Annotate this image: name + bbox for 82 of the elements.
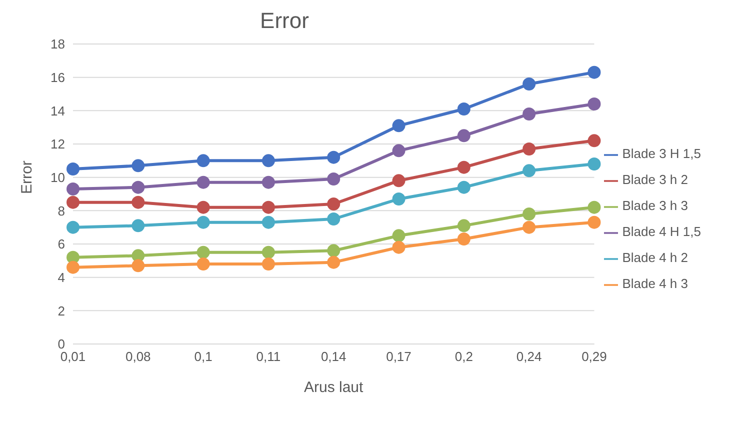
- point: [132, 180, 145, 194]
- y-tick-label: 16: [50, 70, 65, 85]
- point: [327, 244, 340, 258]
- point: [66, 196, 80, 209]
- point: [457, 129, 470, 142]
- point: [588, 158, 601, 170]
- point: [522, 220, 536, 234]
- point: [522, 208, 536, 220]
- x-tick-label: 0,14: [320, 349, 346, 364]
- point: [196, 176, 210, 189]
- point: [588, 200, 601, 214]
- point: [66, 162, 80, 176]
- y-axis-title: Error: [18, 160, 36, 194]
- point: [66, 182, 80, 196]
- point: [132, 159, 145, 172]
- point: [262, 200, 275, 214]
- x-tick-label: 0,08: [125, 349, 151, 364]
- point: [588, 66, 601, 79]
- x-tick-label: 0,17: [386, 349, 412, 364]
- point: [132, 259, 145, 272]
- y-tick-label: 12: [50, 136, 65, 152]
- point: [196, 154, 210, 168]
- point: [196, 258, 210, 270]
- point: [66, 260, 80, 274]
- point: [392, 119, 406, 132]
- point: [457, 102, 470, 116]
- legend-label: Blade 3 h 3: [622, 198, 688, 213]
- point: [327, 150, 340, 164]
- x-tick-label: 0,2: [454, 349, 473, 364]
- point: [588, 216, 601, 229]
- point: [392, 192, 406, 206]
- point: [132, 219, 145, 232]
- legend-label: Blade 4 H 1,5: [622, 224, 701, 239]
- point: [457, 180, 470, 194]
- y-tick-label: 6: [58, 236, 65, 252]
- point: [196, 246, 210, 259]
- y-tick-label: 10: [50, 170, 65, 185]
- point: [327, 212, 340, 226]
- point: [327, 172, 340, 186]
- point: [66, 250, 80, 264]
- point: [262, 154, 275, 168]
- point: [66, 220, 80, 234]
- point: [522, 108, 536, 120]
- point: [588, 134, 601, 148]
- x-tick-label: 0,29: [582, 349, 607, 364]
- legend-label: Blade 3 H 1,5: [622, 146, 701, 161]
- x-axis-title: Arus laut: [304, 379, 364, 396]
- point: [522, 164, 536, 178]
- point: [262, 246, 275, 259]
- y-tick-label: 18: [50, 36, 65, 52]
- legend-label: Blade 3 h 2: [622, 172, 688, 187]
- point: [392, 174, 406, 188]
- point: [457, 219, 470, 232]
- y-tick-label: 0: [58, 336, 65, 352]
- point: [522, 78, 536, 90]
- point: [588, 98, 601, 110]
- y-tick-label: 4: [58, 270, 65, 285]
- point: [392, 229, 406, 242]
- x-tick-label: 0,01: [60, 349, 86, 364]
- point: [522, 142, 536, 156]
- point: [262, 216, 275, 229]
- y-tick-label: 8: [58, 203, 65, 218]
- point: [132, 196, 145, 209]
- y-tick-label: 14: [50, 103, 65, 118]
- point: [132, 249, 145, 262]
- x-tick-label: 0,11: [256, 349, 281, 364]
- point: [457, 232, 470, 246]
- chart-title: Error: [259, 8, 310, 34]
- legend-label: Blade 4 h 3: [622, 276, 688, 291]
- point: [457, 160, 470, 174]
- point: [196, 216, 210, 229]
- x-tick-label: 0,1: [194, 349, 212, 364]
- x-tick-label: 0,24: [516, 349, 542, 364]
- legend-label: Blade 4 h 2: [622, 250, 688, 265]
- point: [262, 176, 275, 189]
- point: [262, 258, 275, 270]
- point: [327, 256, 340, 269]
- point: [196, 200, 210, 214]
- y-tick-label: 2: [58, 303, 65, 318]
- point: [327, 198, 340, 210]
- point: [392, 240, 406, 254]
- point: [392, 144, 406, 158]
